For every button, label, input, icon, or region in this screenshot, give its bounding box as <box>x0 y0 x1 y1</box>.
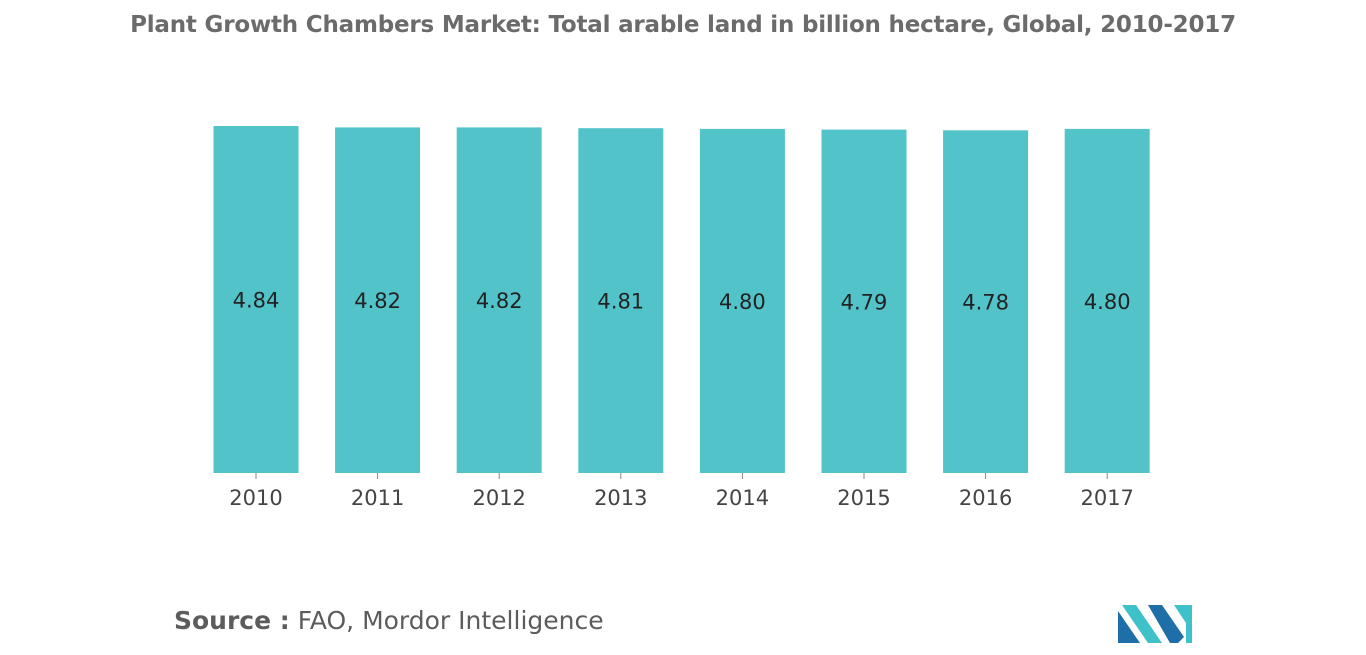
bar-2010 <box>213 126 299 473</box>
bar-2013 <box>578 128 664 473</box>
x-tick-label-2010: 2010 <box>229 486 282 510</box>
bar-value-label-2015: 4.79 <box>841 290 888 314</box>
bar-2012 <box>456 127 542 474</box>
bar-2011 <box>335 127 421 474</box>
bar-value-label-2014: 4.80 <box>719 290 766 314</box>
bar-value-label-2017: 4.80 <box>1084 290 1131 314</box>
logo-left-diagonal <box>1122 605 1162 643</box>
source-text: FAO, Mordor Intelligence <box>289 606 604 635</box>
mordor-intelligence-logo-icon <box>1118 605 1192 643</box>
bar-value-label-2012: 4.82 <box>476 289 523 313</box>
bar-value-label-2016: 4.78 <box>962 291 1009 315</box>
bar-value-label-2013: 4.81 <box>597 290 644 314</box>
x-tick-label-2014: 2014 <box>716 486 769 510</box>
bar-chart: 4.84 4.82 4.82 4.81 4.80 4.79 4.78 4.80 2010 201… <box>213 126 1150 510</box>
chart-title: Plant Growth Chambers Market: Total arab… <box>130 12 1236 38</box>
x-tick-label-2016: 2016 <box>959 486 1012 510</box>
logo-middle-diagonal <box>1148 605 1184 643</box>
x-tick-label-2013: 2013 <box>594 486 647 510</box>
source-prefix: Source : <box>174 606 290 635</box>
logo-left-stroke <box>1118 611 1140 643</box>
x-tick-label-2011: 2011 <box>351 486 404 510</box>
bar-2015 <box>821 129 907 473</box>
logo-right-stroke <box>1174 605 1192 643</box>
bar-value-label-2011: 4.82 <box>354 289 401 313</box>
source-note: Source : FAO, Mordor Intelligence <box>174 606 604 635</box>
x-tick-label-2017: 2017 <box>1080 486 1133 510</box>
x-tick-label-2012: 2012 <box>472 486 525 510</box>
bar-2016 <box>943 130 1029 474</box>
bars-group: 4.84 4.82 4.82 4.81 4.80 4.79 4.78 4.80 <box>213 126 1150 474</box>
x-tick-label-2015: 2015 <box>837 486 890 510</box>
x-axis: 2010 2011 2012 2013 2014 2015 2016 2017 <box>229 473 1134 510</box>
bar-value-label-2010: 4.84 <box>233 289 280 313</box>
bar-2017 <box>1064 128 1150 473</box>
bar-2014 <box>699 128 785 473</box>
